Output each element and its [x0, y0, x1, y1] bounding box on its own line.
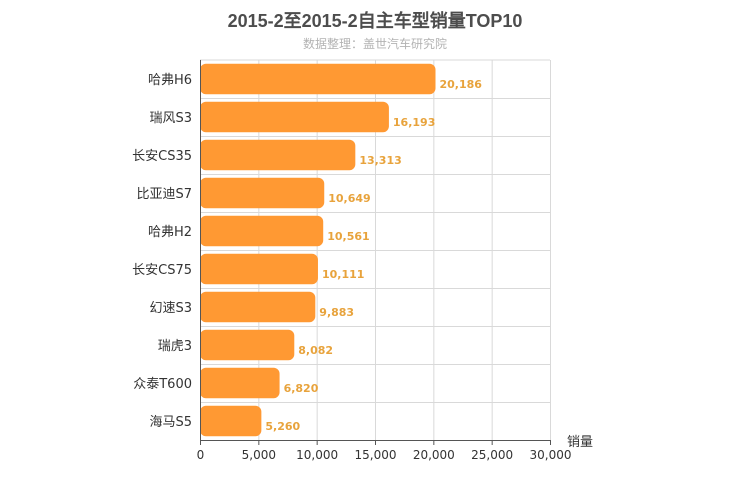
category-label: 瑞虎3 — [158, 339, 192, 354]
data-label: 8,082 — [298, 344, 333, 357]
data-label: 16,193 — [393, 116, 435, 129]
data-label: 10,111 — [322, 268, 364, 281]
data-label: 10,561 — [327, 230, 369, 243]
bar — [200, 329, 295, 361]
data-label: 9,883 — [319, 306, 354, 319]
bar — [200, 63, 436, 95]
data-label: 6,820 — [284, 382, 319, 395]
category-label: 长安CS35 — [132, 149, 192, 164]
data-label: 5,260 — [265, 420, 300, 433]
category-label: 幻速S3 — [149, 301, 192, 316]
bar — [200, 291, 316, 323]
chart-subtitle: 数据整理：盖世汽车研究院 — [302, 37, 447, 51]
bar — [200, 367, 280, 399]
x-tick-label: 15,000 — [355, 448, 397, 462]
x-axis-title: 销量 — [567, 435, 593, 450]
x-tick-label: 10,000 — [296, 448, 338, 462]
bar — [200, 101, 389, 133]
category-label: 哈弗H6 — [148, 73, 192, 88]
x-tick-label: 20,000 — [413, 448, 455, 462]
category-label: 哈弗H2 — [148, 225, 192, 240]
bar — [200, 405, 262, 437]
x-tick-label: 25,000 — [471, 448, 513, 462]
x-tick-label: 5,000 — [242, 448, 276, 462]
category-label: 瑞风S3 — [149, 111, 192, 126]
data-label: 20,186 — [440, 78, 483, 91]
bar — [200, 177, 325, 209]
x-tick-label: 0 — [197, 448, 205, 462]
data-label: 13,313 — [359, 154, 401, 167]
category-label: 众泰T600 — [133, 377, 192, 392]
chart-title: 2015-2至2015-2自主车型销量TOP10 — [227, 11, 523, 31]
bars-group: 20,186 16,193 13,313 10,649 10,561 10,111 9,88… — [200, 63, 483, 437]
category-label: 比亚迪S7 — [136, 187, 192, 202]
x-tick-label: 30,000 — [530, 448, 572, 462]
axes-group: 哈弗H6 瑞风S3 长安CS35 比亚迪S7 哈弗H2 长安CS75 幻速S3 瑞虎3 众泰T6… — [132, 60, 572, 462]
bar — [200, 139, 356, 171]
bar — [200, 253, 318, 285]
category-label: 长安CS75 — [132, 263, 192, 278]
bar — [200, 215, 324, 247]
category-label: 海马S5 — [149, 415, 192, 430]
data-label: 10,649 — [328, 192, 370, 205]
